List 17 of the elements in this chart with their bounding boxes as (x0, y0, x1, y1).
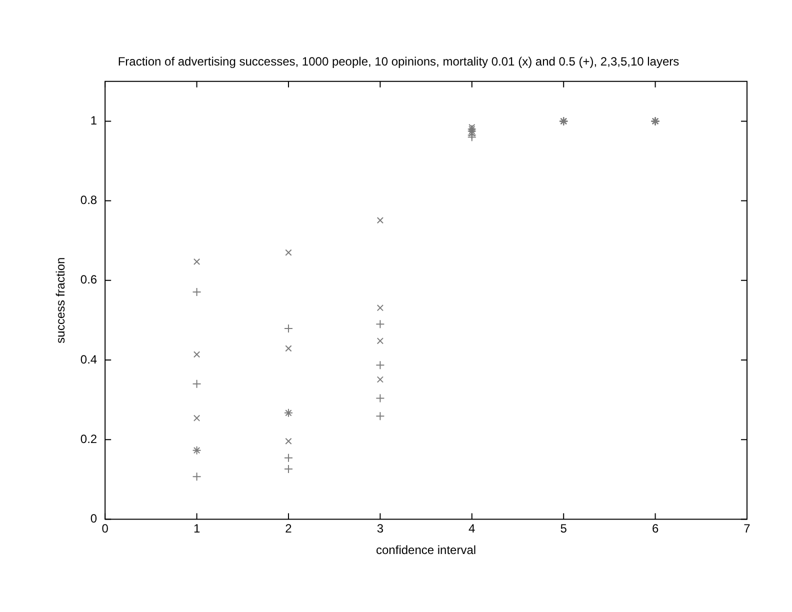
y-tick-label: 0 (90, 512, 98, 526)
y-tick-label: 0.2 (80, 432, 98, 446)
y-axis-title: success fraction (54, 257, 68, 344)
x-tick-label: 1 (193, 522, 200, 536)
x-tick-label: 3 (376, 522, 384, 536)
x-tick-label: 4 (468, 522, 476, 536)
y-tick-label: 1 (90, 114, 98, 128)
y-tick-label: 0.6 (80, 272, 98, 287)
x-tick-label: 2 (285, 522, 292, 536)
x-axis-title: confidence interval (376, 543, 476, 558)
chart-title: Fraction of advertising successes, 1000 people, 10 opinions, mortality 0.01 (x) and 0.5 (+), 2,3,5,10 layers (118, 54, 680, 69)
x-tick-label: 7 (744, 522, 751, 536)
y-tick-label: 0.8 (80, 193, 98, 208)
x-tick-label: 0 (102, 522, 109, 536)
y-tick-label: 0.4 (80, 352, 98, 366)
x-tick-label: 6 (652, 522, 659, 536)
x-tick-label: 5 (560, 522, 568, 536)
